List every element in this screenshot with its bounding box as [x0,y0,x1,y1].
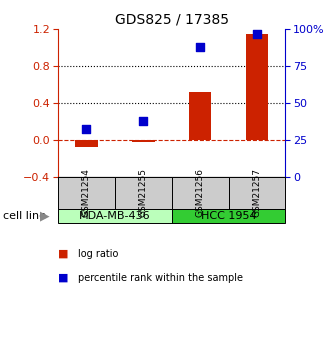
Text: GSM21254: GSM21254 [82,168,91,217]
Bar [228,177,285,209]
Bar [172,177,228,209]
Point [254,31,260,37]
Text: GSM21256: GSM21256 [196,168,205,217]
Text: HCC 1954: HCC 1954 [201,211,256,220]
Text: MDA-MB-436: MDA-MB-436 [79,211,150,220]
Point [83,127,89,132]
Text: GSM21257: GSM21257 [252,168,261,217]
Text: ▶: ▶ [40,209,50,222]
Bar [115,177,172,209]
Title: GDS825 / 17385: GDS825 / 17385 [115,13,229,27]
Bar [246,34,268,140]
Bar [75,140,98,147]
Text: ■: ■ [58,273,68,283]
Bar [58,209,172,223]
Bar [172,209,285,223]
Text: cell line: cell line [3,211,46,220]
Point [141,118,146,124]
Bar [58,177,115,209]
Text: log ratio: log ratio [78,249,118,258]
Bar [132,140,154,141]
Text: GSM21255: GSM21255 [139,168,148,217]
Point [197,44,203,50]
Text: percentile rank within the sample: percentile rank within the sample [78,273,243,283]
Text: ■: ■ [58,249,68,258]
Bar [189,92,212,140]
